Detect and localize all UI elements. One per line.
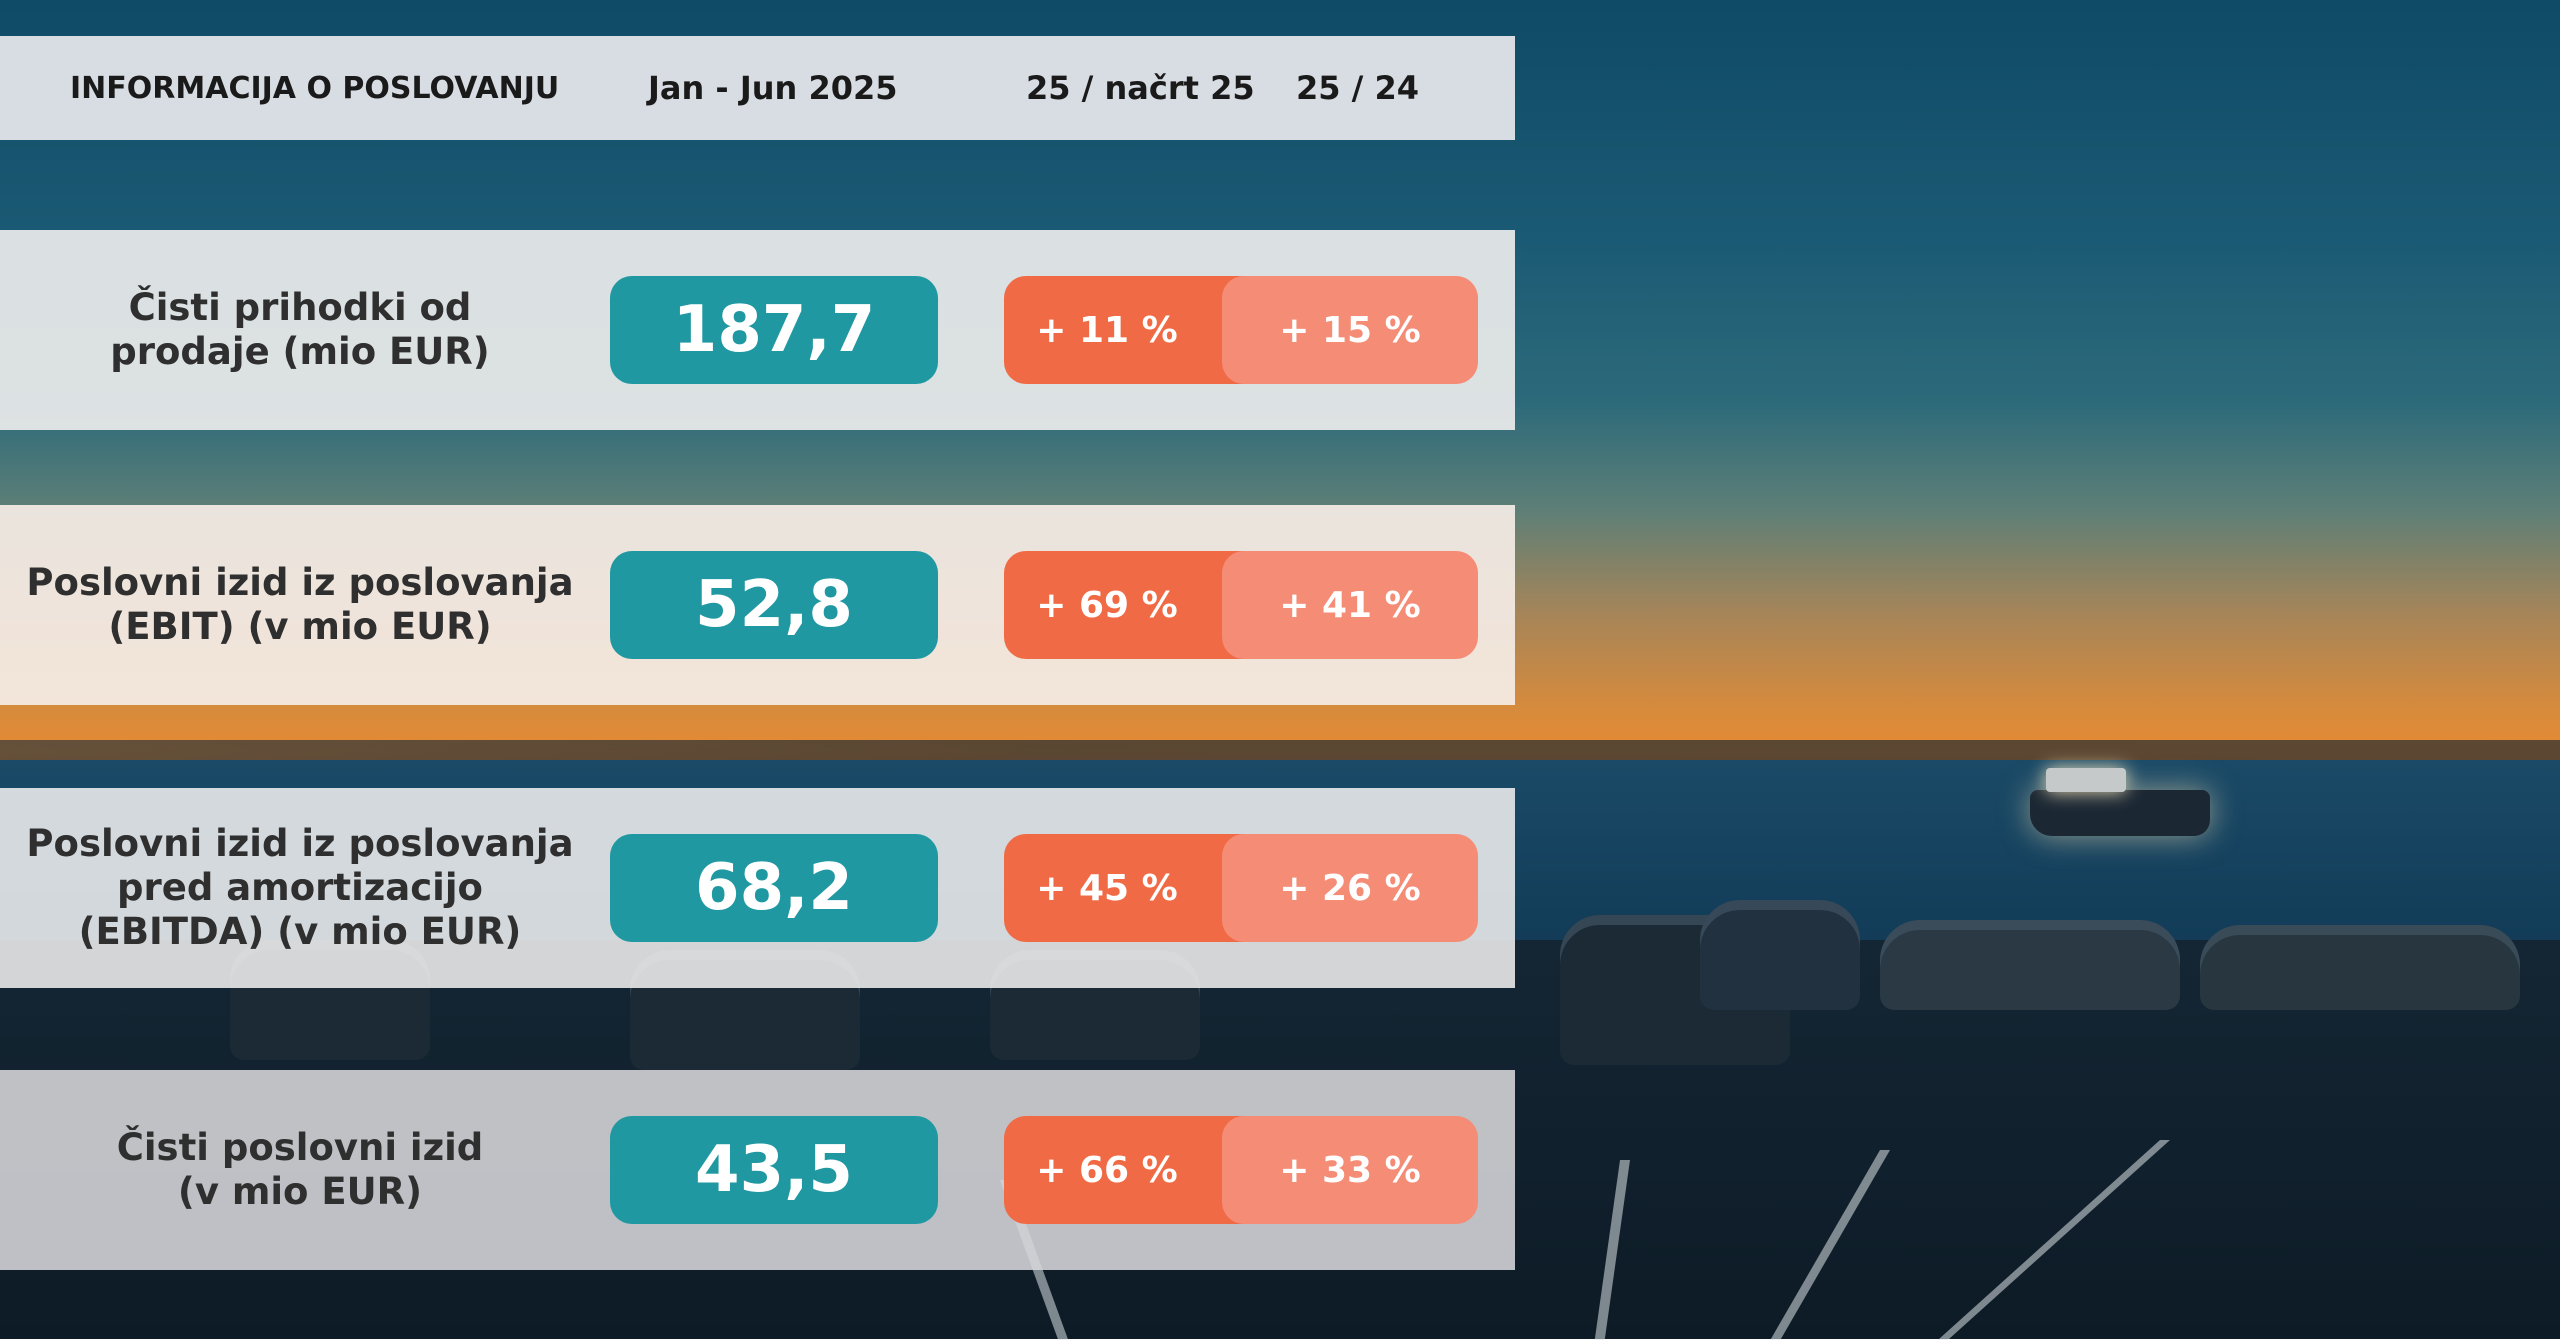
change-vs-plan: + 45 % bbox=[1004, 834, 1260, 942]
table-header: INFORMACIJA O POSLOVANJU Jan - Jun 2025 … bbox=[0, 36, 1515, 140]
metric-label: Poslovni izid iz poslovanja (EBIT) (v mi… bbox=[26, 561, 574, 648]
change-vs-plan: + 69 % bbox=[1004, 551, 1260, 659]
change-vs-plan: + 11 % bbox=[1004, 276, 1260, 384]
metric-value: 187,7 bbox=[610, 276, 938, 384]
column-header-vs-prev: 25 / 24 bbox=[1296, 69, 1420, 107]
change-vs-prev: + 26 % bbox=[1222, 834, 1478, 942]
car bbox=[1880, 920, 2180, 1010]
column-header-metric: INFORMACIJA O POSLOVANJU bbox=[70, 70, 560, 106]
table-row: Poslovni izid iz poslovanja pred amortiz… bbox=[0, 788, 1515, 988]
car bbox=[2200, 925, 2520, 1010]
table-row: Poslovni izid iz poslovanja (EBIT) (v mi… bbox=[0, 505, 1515, 705]
car bbox=[1700, 900, 1860, 1010]
change-vs-prev: + 15 % bbox=[1222, 276, 1478, 384]
ship bbox=[2030, 768, 2210, 836]
horizon-clouds bbox=[0, 740, 2560, 762]
metric-value: 52,8 bbox=[610, 551, 938, 659]
metric-label: Poslovni izid iz poslovanja pred amortiz… bbox=[26, 822, 574, 953]
change-vs-prev: + 33 % bbox=[1222, 1116, 1478, 1224]
table-row: Čisti poslovni izid (v mio EUR) 43,5 + 6… bbox=[0, 1070, 1515, 1270]
metric-label: Čisti prihodki od prodaje (mio EUR) bbox=[110, 286, 490, 373]
change-vs-plan: + 66 % bbox=[1004, 1116, 1260, 1224]
change-vs-plan-text: + 69 % bbox=[1036, 584, 1178, 626]
change-vs-plan-text: + 66 % bbox=[1036, 1149, 1178, 1191]
metric-value: 43,5 bbox=[610, 1116, 938, 1224]
metric-value: 68,2 bbox=[610, 834, 938, 942]
metric-label: Čisti poslovni izid (v mio EUR) bbox=[116, 1126, 484, 1213]
change-vs-prev: + 41 % bbox=[1222, 551, 1478, 659]
change-vs-plan-text: + 45 % bbox=[1036, 867, 1178, 909]
change-vs-plan-text: + 11 % bbox=[1036, 309, 1178, 351]
column-header-period: Jan - Jun 2025 bbox=[648, 69, 898, 107]
column-header-vs-plan: 25 / načrt 25 bbox=[1026, 69, 1255, 107]
table-row: Čisti prihodki od prodaje (mio EUR) 187,… bbox=[0, 230, 1515, 430]
